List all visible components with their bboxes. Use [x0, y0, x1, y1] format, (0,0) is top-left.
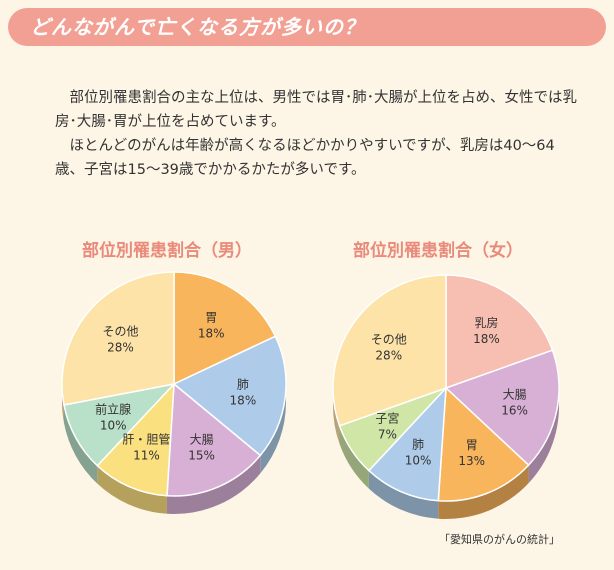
- pie-female-label-4: 子宮: [375, 410, 399, 425]
- pie-male-label-5: その他: [102, 325, 138, 339]
- pie-female-slice-1: [444, 349, 560, 467]
- pie-female-side-2: [438, 465, 529, 519]
- pie-female-value-0: 18%: [473, 332, 500, 346]
- pie-male-value-5: 28%: [107, 341, 134, 355]
- pie-male-value-1: 18%: [230, 394, 257, 408]
- pie-female-label-3: 肺: [412, 437, 424, 451]
- pie-male-label-4: 前立腺: [95, 401, 131, 416]
- pie-male-value-0: 18%: [198, 326, 225, 340]
- pie-female-value-3: 10%: [405, 453, 432, 467]
- pie-female-side-3: [368, 470, 439, 519]
- pie-female-value-2: 13%: [458, 454, 485, 468]
- pie-female-side-1: [528, 388, 559, 484]
- pie-female-label-1: 大腸: [503, 387, 527, 401]
- pie-female-value-4: 7%: [378, 427, 397, 441]
- pie-male-label-2: 大腸: [190, 433, 214, 447]
- pie-male-slice-5: [61, 271, 175, 406]
- pie-female-value-5: 28%: [375, 349, 402, 363]
- pie-male-value-3: 11%: [133, 449, 160, 463]
- pie-male-label-0: 胃: [205, 310, 217, 324]
- pie-male-slice-2: [166, 382, 262, 497]
- source-note: 「愛知県のがんの統計」: [439, 533, 560, 546]
- page-title: どんながんで亡くなる方が多いの？: [30, 15, 365, 39]
- chart-title-female: 部位別罹患割合（女）: [353, 241, 523, 261]
- pie-male-side-2: [166, 455, 261, 514]
- pie-male-value-2: 15%: [188, 449, 215, 463]
- pie-female-label-5: その他: [371, 333, 407, 347]
- pie-male-slice-0: [173, 271, 277, 386]
- pie-male-slice-3: [96, 381, 175, 497]
- pie-female-slice-0: [445, 274, 554, 390]
- intro-paragraph-2: ほとんどのがんは年齢が高くなるほどかかりやすいですが、乳房は40～64歳、子宮は…: [55, 138, 555, 178]
- pie-male-side-3: [97, 465, 167, 514]
- pie-female-slice-5: [332, 274, 447, 427]
- intro-text: 部位別罹患割合の主な上位は、男性では胃･肺･大腸が上位を占め、女性では乳房･大腸…: [55, 86, 580, 182]
- pie-male-slice-1: [172, 335, 287, 457]
- pie-male-value-4: 10%: [100, 418, 127, 432]
- pie-female-label-2: 胃: [466, 438, 478, 452]
- pie-male-side-1: [260, 384, 286, 474]
- pie-female-slice-3: [367, 385, 447, 502]
- pie-female-label-0: 乳房: [474, 315, 498, 330]
- intro-paragraph-1: 部位別罹患割合の主な上位は、男性では胃･肺･大腸が上位を占め、女性では乳房･大腸…: [55, 90, 577, 130]
- pie-female-value-1: 16%: [501, 403, 528, 417]
- pie-male-label-3: 肝・胆管: [122, 432, 170, 447]
- chart-title-male: 部位別罹患割合（男）: [82, 241, 252, 261]
- pie-female-slice-2: [437, 386, 530, 502]
- pie-male-side-4: [63, 404, 98, 484]
- pie-male-label-1: 肺: [237, 378, 249, 392]
- pie-female-side-4: [339, 425, 369, 489]
- header-banner: どんながんで亡くなる方が多いの？: [8, 8, 606, 46]
